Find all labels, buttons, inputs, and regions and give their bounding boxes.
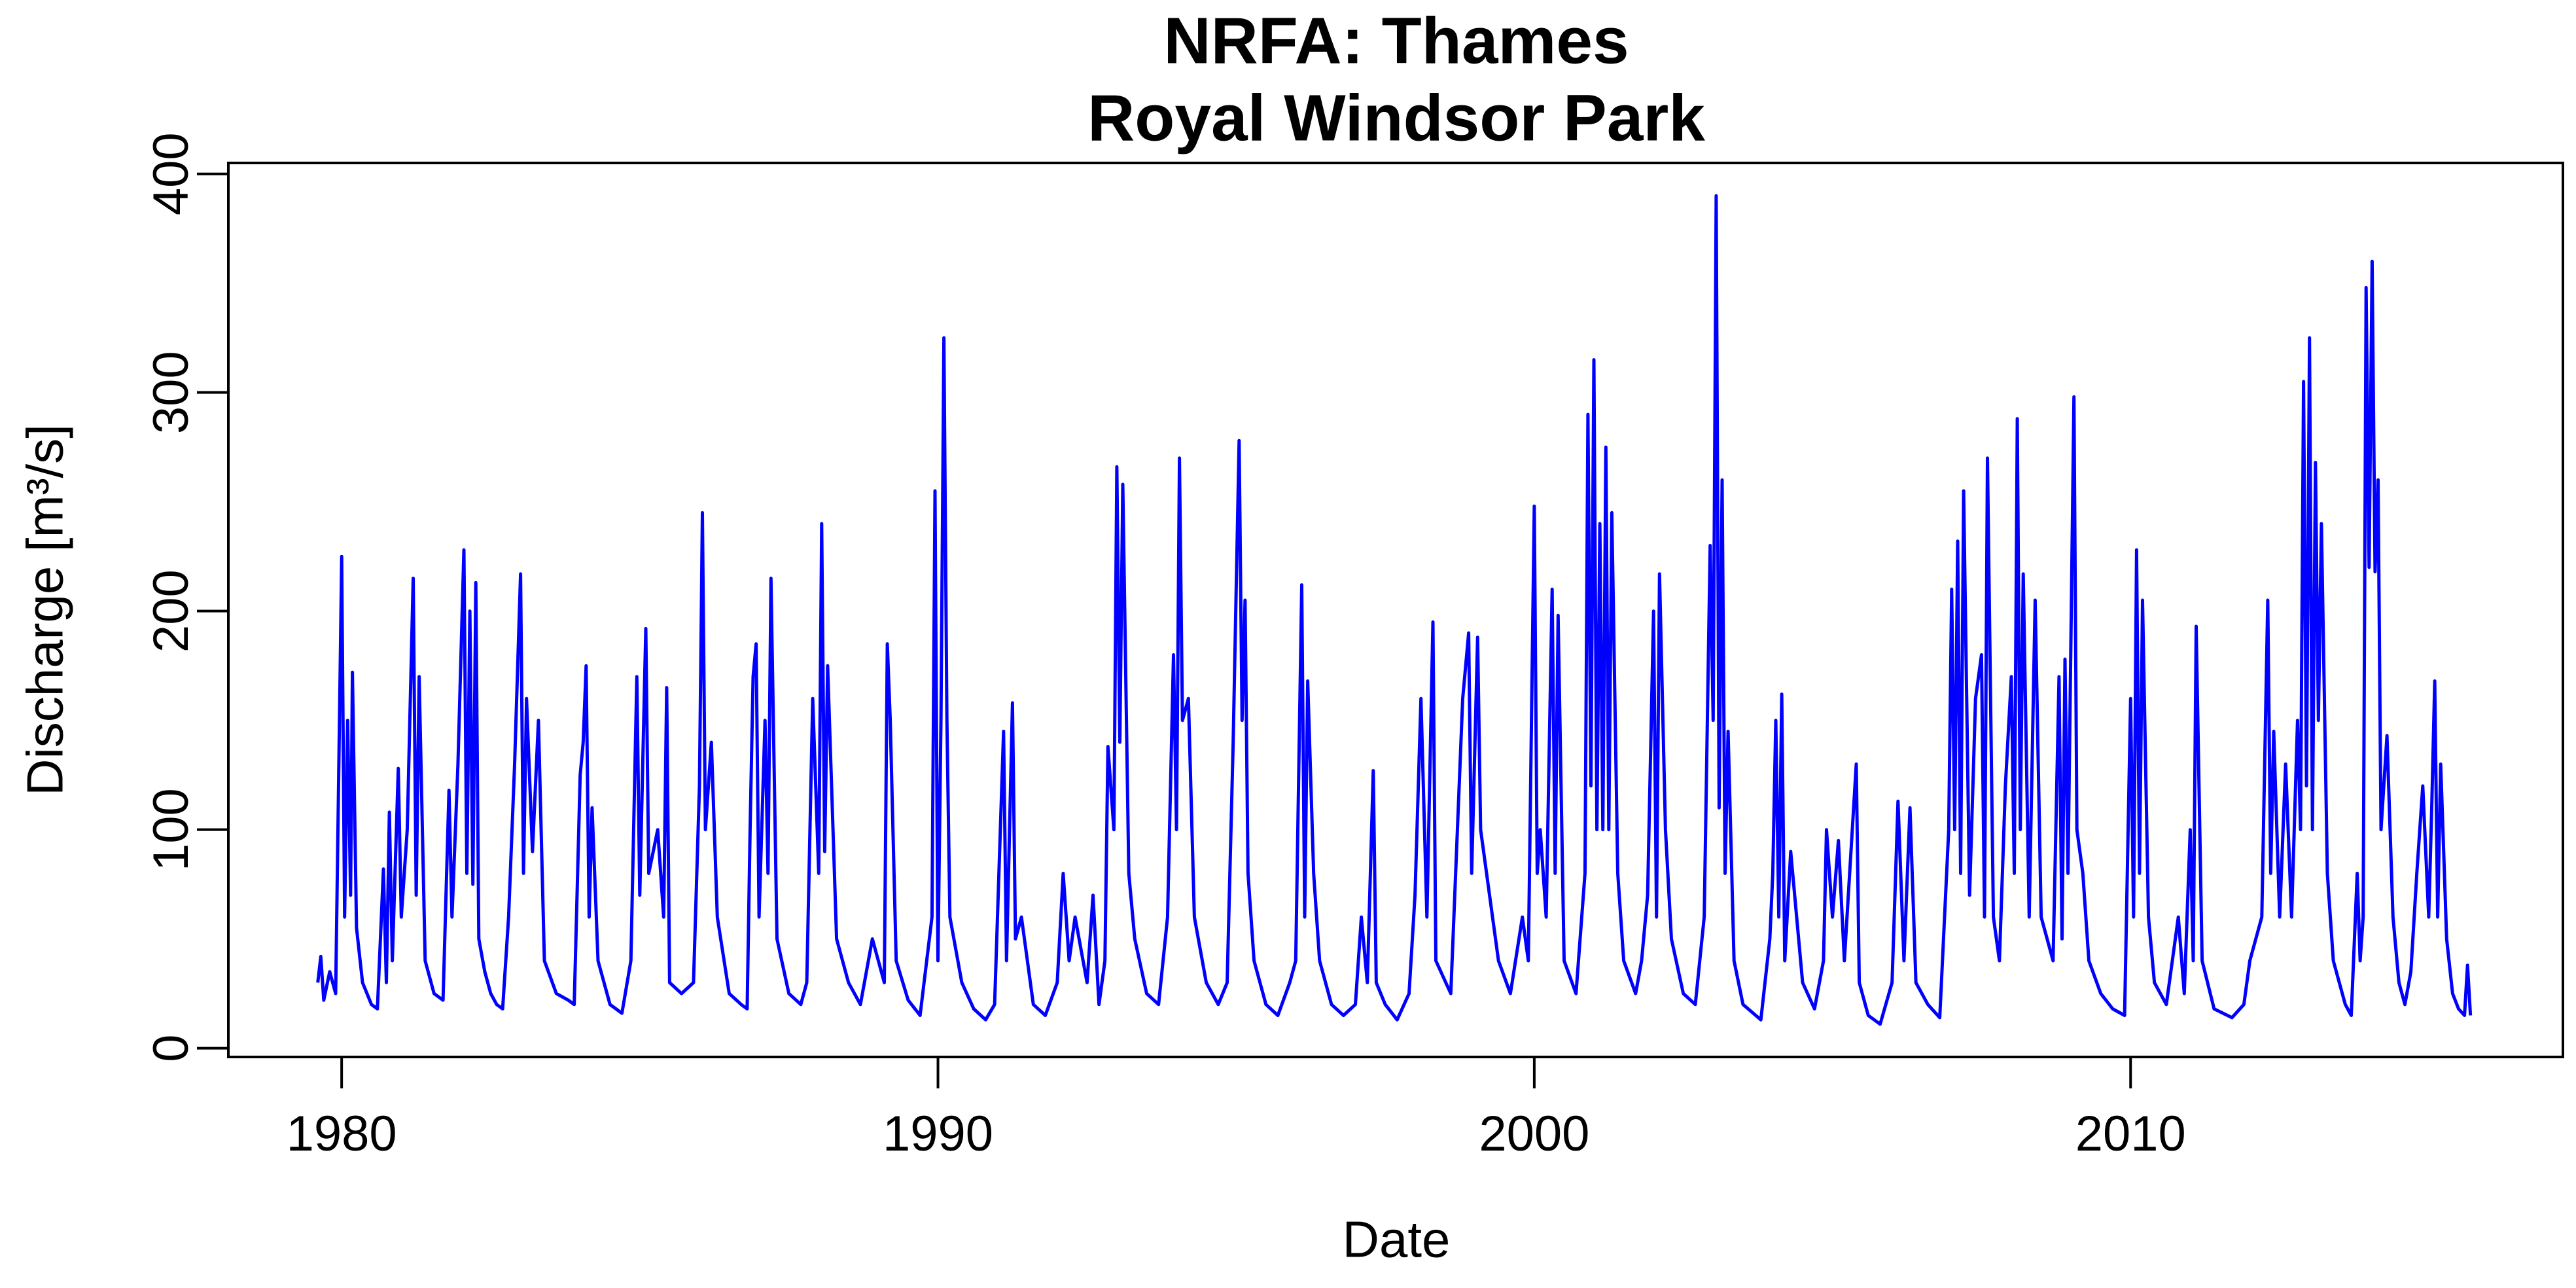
x-tick-label: 2000: [1479, 1106, 1589, 1162]
x-tick-label: 1980: [287, 1106, 397, 1162]
chart-title: NRFA: Thames: [1163, 4, 1629, 77]
y-tick-label: 400: [143, 132, 199, 215]
chart-subtitle: Royal Windsor Park: [1087, 81, 1705, 154]
y-tick-label: 100: [143, 788, 199, 871]
discharge-line: [316, 194, 2473, 1026]
y-tick-label: 300: [143, 351, 199, 434]
plot-frame: [227, 162, 2564, 1058]
x-tick-label: 2010: [2075, 1106, 2186, 1162]
y-tick-label: 200: [143, 569, 199, 653]
x-axis-label: Date: [1343, 1211, 1451, 1268]
y-tick-label: 0: [143, 1035, 199, 1062]
y-axis-label: Discharge [m³/s]: [16, 424, 74, 796]
x-tick-label: 1990: [883, 1106, 993, 1162]
